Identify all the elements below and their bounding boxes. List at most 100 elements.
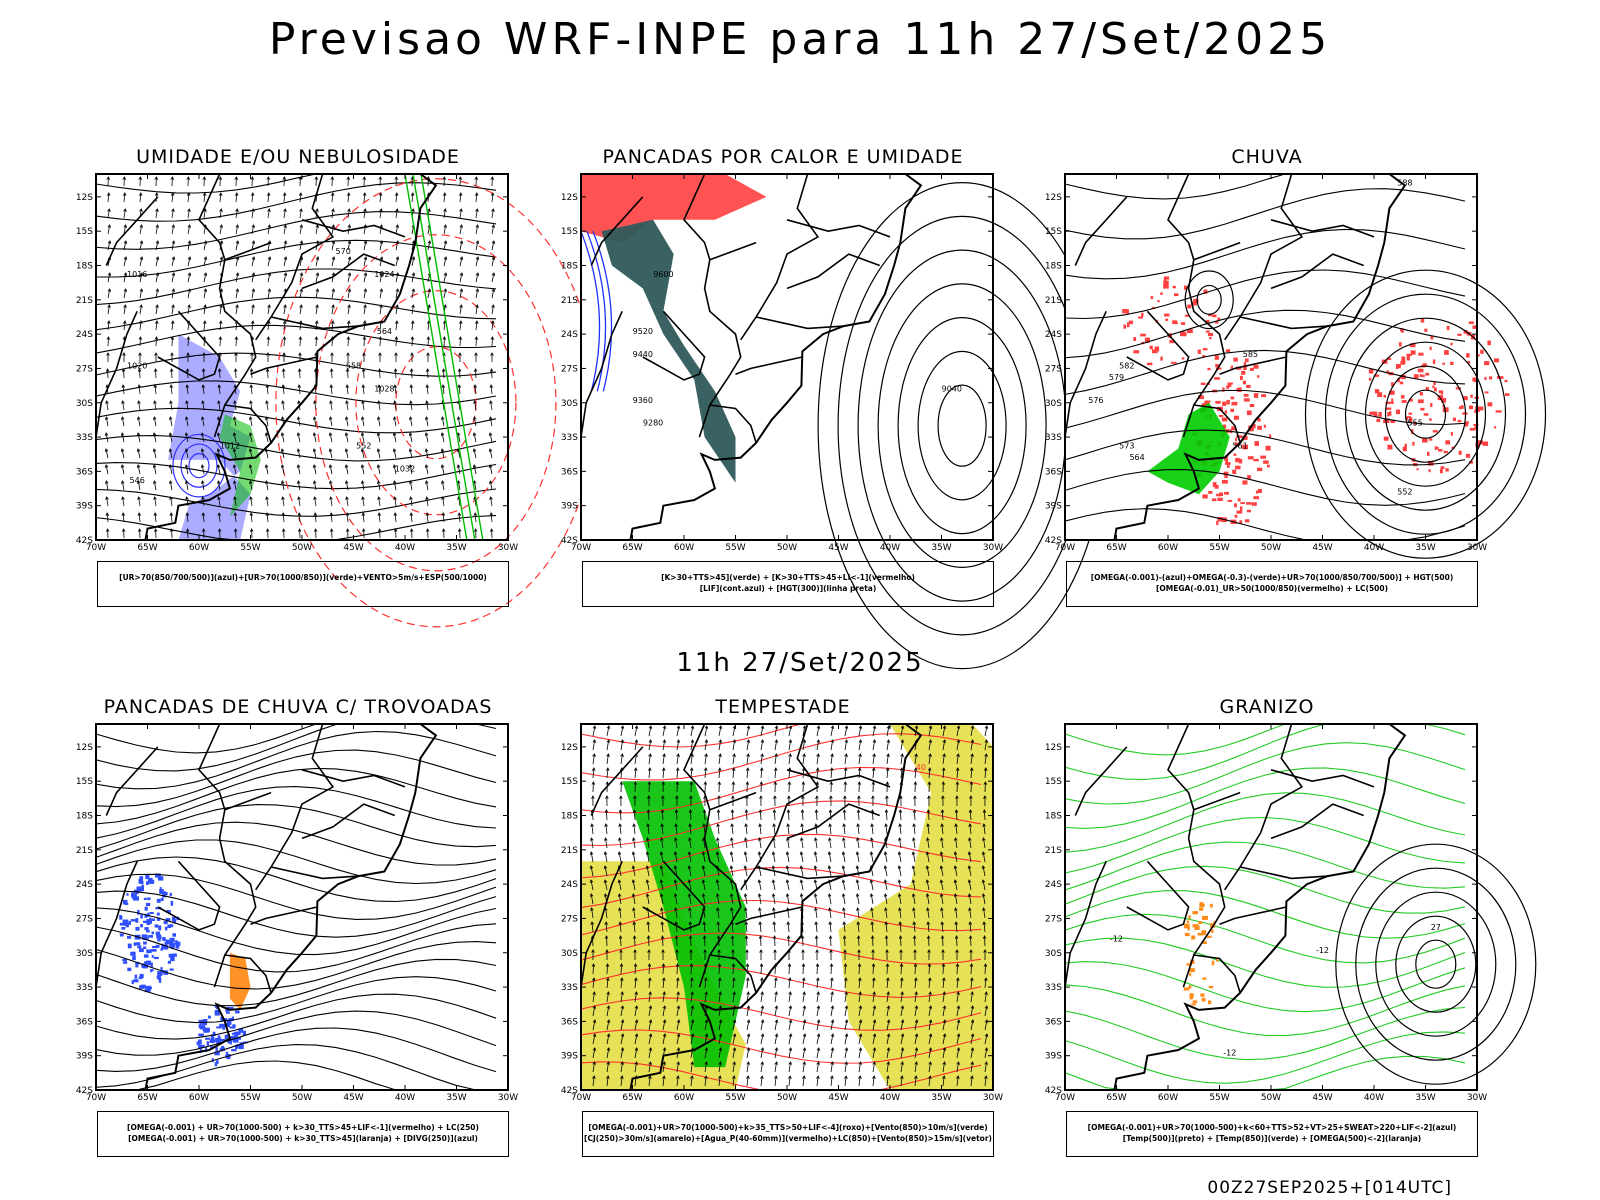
contour-label: 1024 [374,270,394,279]
lat-tick-label: 30S [1045,949,1062,959]
lat-tick-label: 12S [1045,193,1062,203]
panel-granizo: GRANIZO -12 -12 -12 27 12S 15S 18S 21S 24S 27S 30S… [1045,696,1537,1191]
lat-tick-label: 27S [561,364,578,374]
lon-tick-label: 60W [674,1093,694,1103]
lat-tick-label: 39S [1045,1052,1062,1062]
lon-tick-label: 45W [1312,1093,1332,1103]
lat-tick-label: 30S [1045,399,1062,409]
lon-tick-label: 40W [1364,1093,1384,1103]
panel-labels: 588 585 582 579 576 573 564 561 555 552 [1088,178,1423,496]
lat-tick-label: 24S [1045,330,1062,340]
contour-label: 1028 [374,384,394,393]
legend-line-1: [UR>70(850/700/500)](azul)+[UR>70(1000/8… [119,573,487,582]
lat-tick-label: 27S [561,914,578,924]
contour-label: 558 [346,361,361,370]
contour-label: 1032 [395,464,415,473]
lon-tick-label: 65W [622,1093,642,1103]
lat-tick-label: 36S [1045,1017,1062,1027]
lon-tick-label: 30W [498,543,518,553]
lon-tick-label: 70W [571,543,591,553]
lon-tick-label: 45W [828,1093,848,1103]
lon-tick-label: 60W [189,1093,209,1103]
divg-blue [119,873,181,993]
lon-tick-label: 65W [137,543,157,553]
lon-tick-label: 50W [1261,1093,1281,1103]
geo-boundaries [1064,173,1407,541]
lon-tick-label: 40W [1364,543,1384,553]
legend-line-1: [OMEGA(-0.001) + UR>70(1000-500) + k>30_… [127,1123,479,1132]
panel-legend: [K>30+TTS>45](verde) + [K>30+TTS>45+LI<-… [582,561,994,607]
lat-tick-label: 21S [561,296,578,306]
lon-tick-label: 35W [931,1093,951,1103]
map-chuva: 588 585 582 579 576 573 564 561 555 552 12S 15S 18S 2… [1045,173,1547,559]
lon-tick-label: 60W [189,543,209,553]
geo-boundaries [95,723,438,1091]
lat-tick-label: 24S [1045,880,1062,890]
contour-label: 552 [1397,487,1412,496]
contour-label: 585 [1243,350,1258,359]
lat-tick-label: 15S [1045,227,1062,237]
contour-label: 27 [1431,923,1441,932]
lat-tick-label: 39S [1045,502,1062,512]
lat-tick-label: 36S [1045,467,1062,477]
lon-tick-label: 50W [292,543,312,553]
lon-tick-label: 30W [498,1093,518,1103]
lon-tick-label: 50W [292,1093,312,1103]
panel-legend: [OMEGA(-0.001) + UR>70(1000-500) + k>30_… [97,1111,509,1157]
contour-label: 588 [1397,178,1412,187]
legend-line-2: [LIF](cont.azul) + [HGT(300)](linha pret… [699,584,877,593]
contour-label: 579 [1109,373,1124,382]
lat-tick-label: 27S [76,364,93,374]
green-lines [404,173,484,541]
panel-legend: [OMEGA(-0.001)+UR>70(1000-500)+k<60+TTS>… [1066,1111,1478,1157]
contour-label: 40 [916,763,926,772]
lat-tick-label: 18S [1045,812,1062,822]
lat-tick-label: 36S [76,467,93,477]
lon-tick-label: 45W [828,543,848,553]
lon-tick-label: 55W [1209,1093,1229,1103]
geo-boundaries [95,173,438,541]
lon-tick-label: 30W [983,543,1003,553]
lon-tick-label: 65W [137,1093,157,1103]
lon-tick-label: 35W [1415,543,1435,553]
lat-tick-label: 27S [1045,364,1062,374]
contour-label: 576 [1088,396,1103,405]
contour-label: 9280 [643,419,663,428]
lon-tick-label: 65W [1106,543,1126,553]
lat-tick-label: 21S [1045,296,1062,306]
map-granizo: -12 -12 -12 27 12S 15S 18S 21S 24S 27S 30S 33S 36S 39… [1045,723,1537,1103]
map-frame [96,174,508,540]
hgt500-closed [1304,269,1547,559]
panel-umidade: UMIDADE E/OU NEBULOSIDADE 1020 1016 1012 10… [76,146,597,641]
contour-label: 9520 [633,327,653,336]
temp500-closed [1335,843,1537,1085]
lat-tick-label: 33S [561,433,578,443]
lat-tick-label: 24S [561,330,578,340]
lat-tick-label: 18S [1045,262,1062,272]
contour-label: -12 [1316,946,1329,955]
lon-tick-label: 40W [395,543,415,553]
lif-contours [580,230,613,392]
lat-tick-label: 18S [561,812,578,822]
wind850-green [622,781,746,1068]
lat-tick-label: 30S [76,399,93,409]
lat-tick-label: 15S [1045,777,1062,787]
panel-labels: -12 -12 -12 27 [1110,923,1441,1058]
contour-label: 573 [1119,442,1134,451]
lon-tick-label: 70W [86,1093,106,1103]
contour-label: 546 [130,476,145,485]
lat-tick-label: 18S [561,262,578,272]
panel-title: GRANIZO [1219,696,1315,718]
lat-tick-label: 12S [1045,743,1062,753]
lon-tick-label: 50W [777,1093,797,1103]
lat-tick-label: 15S [561,777,578,787]
contour-label: -12 [1223,1049,1236,1058]
map-pancadas-calor: 9600 9520 9440 9360 9280 9040 12S 15S 18S 21S 24S 2… [561,173,1107,670]
lat-tick-label: 12S [561,193,578,203]
lon-tick-label: 70W [1055,1093,1075,1103]
lat-tick-label: 33S [1045,433,1062,443]
panel-tempestade: TEMPESTADE 40 12S 15S 18S 21S 24S 27S 30S 33S 36S… [561,696,1003,1191]
lat-tick-label: 33S [76,433,93,443]
lon-tick-label: 70W [1055,543,1075,553]
lon-tick-label: 45W [343,1093,363,1103]
